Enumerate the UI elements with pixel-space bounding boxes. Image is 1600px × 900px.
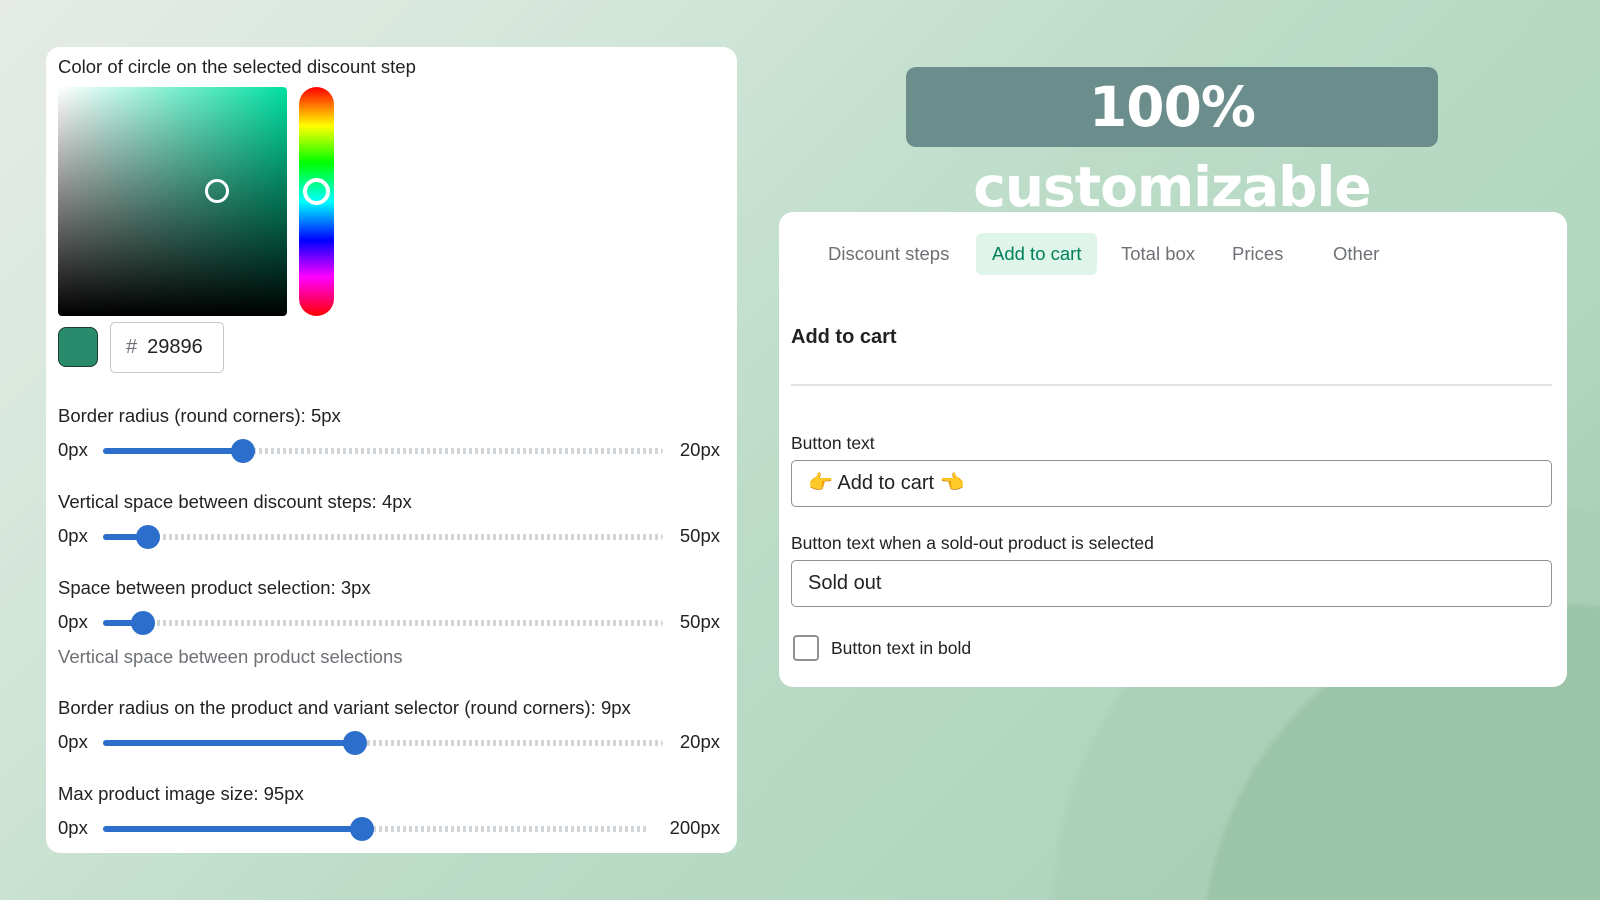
slider-help-text: Vertical space between product selection… <box>58 646 403 667</box>
slider-label: Border radius on the product and variant… <box>58 697 631 718</box>
slider-fill <box>103 448 243 454</box>
slider-label: Max product image size: 95px <box>58 783 304 804</box>
slider-label: Space between product selection: 3px <box>58 577 371 598</box>
bold-checkbox[interactable] <box>793 635 819 661</box>
bold-checkbox-label: Button text in bold <box>831 638 972 658</box>
tab-discount-steps[interactable]: Discount steps <box>828 243 950 264</box>
slider-thumb[interactable] <box>350 817 375 841</box>
slider-thumb[interactable] <box>131 611 155 635</box>
slider-fill <box>103 620 143 626</box>
tab-prices[interactable]: Prices <box>1232 243 1284 264</box>
soldout-text-label: Button text when a sold-out product is s… <box>791 533 1154 553</box>
slider-max-label: 50px <box>679 525 720 546</box>
slider-max-label: 200px <box>669 817 720 838</box>
slider-max-label: 20px <box>679 731 720 752</box>
color-swatch <box>58 327 98 367</box>
style-settings-card: Color of circle on the selected discount… <box>46 47 737 853</box>
slider-fill <box>103 740 355 746</box>
tab-other[interactable]: Other <box>1333 243 1380 264</box>
slider-thumb[interactable] <box>231 439 255 463</box>
slider-track[interactable] <box>103 731 663 755</box>
slider-min-label: 0px <box>58 439 88 460</box>
tab-add-to-cart[interactable]: Add to cart <box>976 233 1098 275</box>
slider-track[interactable] <box>103 439 663 463</box>
slider-fill <box>103 826 363 832</box>
slider-track[interactable] <box>103 525 663 549</box>
hex-value: 29896 <box>147 336 203 358</box>
slider-thumb[interactable] <box>343 731 367 755</box>
slider-track[interactable] <box>103 611 663 635</box>
slider-min-label: 0px <box>58 731 88 752</box>
hex-prefix: # <box>126 336 138 358</box>
color-picker-label: Color of circle on the selected discount… <box>58 56 416 77</box>
hue-slider[interactable] <box>299 87 334 316</box>
slider-max-label: 50px <box>679 611 720 632</box>
button-text-label: Button text <box>791 433 875 453</box>
soldout-text-input[interactable]: Sold out <box>791 560 1552 607</box>
color-picker-handle[interactable] <box>205 179 229 203</box>
divider <box>791 384 1552 386</box>
hue-handle[interactable] <box>303 178 330 205</box>
tab-total-box[interactable]: Total box <box>1121 243 1196 264</box>
hex-input[interactable]: #29896 <box>110 322 224 373</box>
headline-badge: 100% customizable <box>906 67 1438 219</box>
slider-fill <box>103 534 148 540</box>
button-text-input[interactable]: 👉 Add to cart 👈 <box>791 460 1552 507</box>
slider-label: Border radius (round corners): 5px <box>58 405 341 426</box>
section-title: Add to cart <box>791 326 897 348</box>
saturation-brightness-area[interactable] <box>58 87 287 316</box>
slider-min-label: 0px <box>58 525 88 546</box>
slider-max-label: 20px <box>679 439 720 460</box>
slider-label: Vertical space between discount steps: 4… <box>58 491 412 512</box>
slider-min-label: 0px <box>58 817 88 838</box>
slider-thumb[interactable] <box>135 525 160 549</box>
add-to-cart-settings-card: Discount steps Add to cart Total box Pri… <box>779 212 1567 687</box>
slider-min-label: 0px <box>58 611 88 632</box>
slider-track[interactable] <box>103 817 649 841</box>
